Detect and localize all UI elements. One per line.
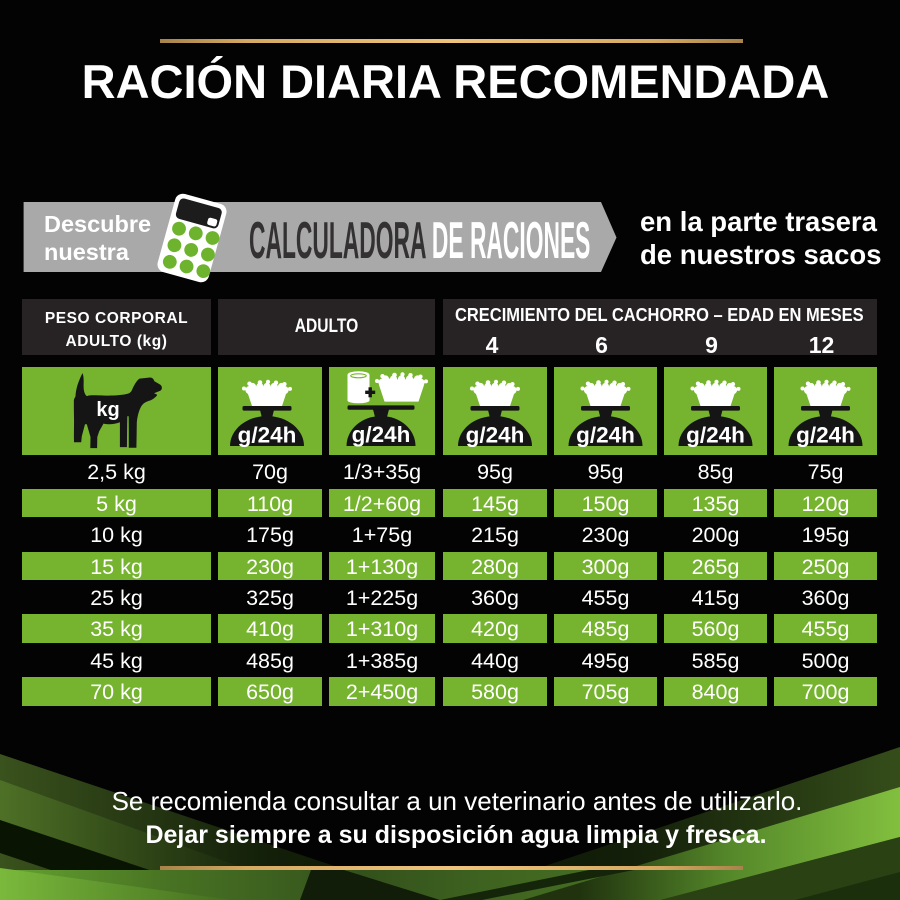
svg-text:g/24h: g/24h bbox=[796, 423, 855, 448]
svg-text:g/24h: g/24h bbox=[466, 423, 525, 448]
svg-text:g/24h: g/24h bbox=[576, 423, 635, 448]
svg-text:g/24h: g/24h bbox=[352, 422, 411, 447]
svg-text:g/24h: g/24h bbox=[238, 423, 297, 448]
svg-text:g/24h: g/24h bbox=[686, 423, 745, 448]
